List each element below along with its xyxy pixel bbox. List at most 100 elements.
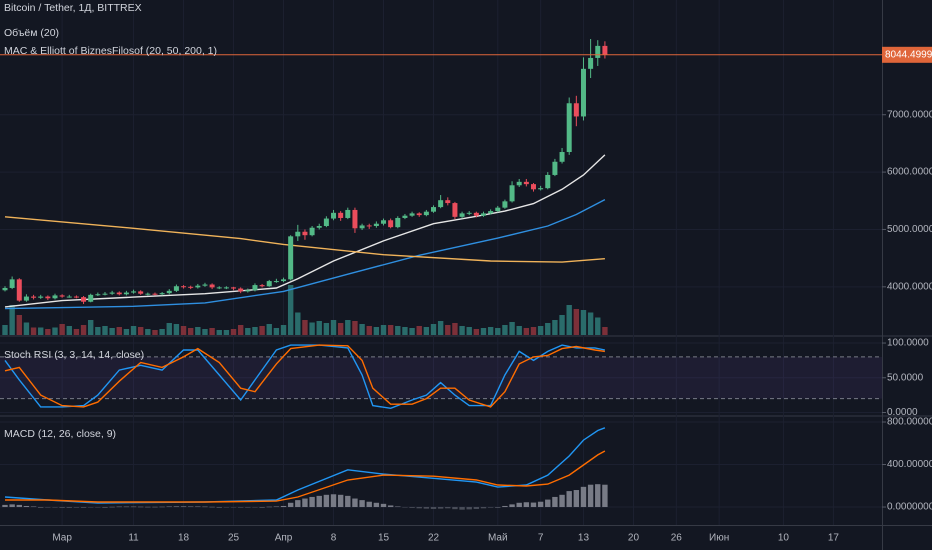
x-tick-label: 11 — [128, 533, 139, 544]
volume-bar — [280, 325, 287, 335]
candle-body — [416, 213, 422, 216]
histogram-bar — [602, 484, 608, 508]
y-tick-label: 5000.0000000 — [887, 224, 932, 235]
volume-bar — [166, 323, 172, 335]
histogram-bar — [30, 506, 37, 508]
candle-body — [159, 293, 165, 295]
volume-bar — [66, 326, 72, 335]
candle-body — [388, 220, 394, 228]
volume-label: Объём (20) — [4, 27, 59, 39]
histogram-bar — [287, 502, 294, 508]
x-tick-label: 22 — [428, 533, 440, 544]
volume-bar — [466, 327, 472, 335]
candle-body — [316, 226, 322, 228]
candle-body — [523, 181, 529, 185]
histogram-bar — [473, 507, 480, 509]
histogram-bar — [409, 507, 415, 508]
histogram-bar — [545, 499, 551, 508]
volume-bar — [530, 327, 537, 335]
candle-body — [366, 225, 372, 227]
x-tick-label: 25 — [228, 533, 240, 544]
volume-bar — [437, 321, 444, 335]
volume-bar — [38, 327, 44, 335]
volume-bar — [152, 330, 158, 335]
candle-body — [9, 279, 15, 288]
candle-body — [409, 213, 415, 216]
histogram-bar — [459, 507, 465, 510]
candle-body — [488, 211, 494, 214]
candle-body — [516, 181, 522, 186]
y-tick-label: 0.0000 — [887, 407, 918, 418]
volume-bar — [2, 325, 8, 335]
histogram-bar — [187, 506, 194, 508]
volume-bar — [180, 326, 187, 335]
candle-body — [138, 291, 144, 294]
volume-bar — [559, 315, 565, 335]
stoch-title: Stoch RSI (3, 3, 14, 14, close) — [4, 349, 144, 361]
candle-body — [102, 293, 108, 295]
volume-bar — [537, 326, 544, 335]
candle-body — [31, 296, 37, 298]
histogram-bar — [559, 494, 565, 508]
x-tick-label: Мар — [52, 533, 72, 544]
histogram-bar — [130, 506, 137, 508]
volume-bar — [95, 327, 101, 335]
last-price-label: 8044.4999998 — [885, 49, 932, 60]
volume-bar — [187, 328, 194, 335]
candle-body — [559, 152, 565, 162]
histogram-bar — [223, 507, 230, 508]
histogram-bar — [345, 495, 351, 508]
volume-bar — [230, 329, 237, 335]
histogram-bar — [530, 502, 537, 508]
histogram-bar — [145, 506, 151, 508]
volume-bar — [266, 324, 272, 335]
volume-bar — [459, 326, 465, 335]
volume-bar — [16, 315, 22, 335]
histogram-bar — [259, 507, 265, 508]
histogram-bar — [452, 507, 458, 510]
line-series — [4, 344, 605, 408]
candle-body — [345, 209, 351, 218]
candle-body — [402, 215, 408, 218]
candle-body — [152, 293, 158, 295]
y-tick-label: 4000.0000000 — [887, 281, 932, 292]
y-tick-label: 800.0000000 — [887, 417, 932, 428]
histogram-bar — [66, 507, 72, 508]
candle-body — [88, 294, 94, 302]
volume-bar — [173, 324, 180, 335]
histogram-bar — [245, 507, 251, 508]
volume-bar — [309, 322, 315, 335]
volume-bar — [109, 328, 115, 335]
y-tick-label: 7000.0000000 — [887, 109, 932, 120]
histogram-bar — [252, 507, 258, 508]
histogram-bar — [280, 505, 287, 508]
x-tick-label: 7 — [538, 533, 544, 544]
histogram-bar — [2, 504, 8, 508]
histogram-bar — [366, 501, 372, 508]
candle-body — [580, 68, 586, 117]
candle-body — [588, 57, 594, 69]
volume-bar — [80, 325, 87, 335]
candle-body — [45, 296, 51, 299]
candle-body — [173, 286, 179, 291]
candle-body — [566, 103, 572, 153]
histogram-bar — [437, 507, 444, 509]
volume-bar — [573, 309, 580, 335]
candle-body — [309, 227, 315, 236]
candle-body — [38, 296, 44, 298]
histogram-bar — [523, 502, 530, 508]
histogram-bar — [59, 507, 65, 508]
candle-body — [509, 185, 515, 202]
candle-body — [431, 207, 437, 212]
candle-body — [288, 236, 294, 280]
histogram-bar — [402, 507, 408, 508]
histogram-bar — [173, 506, 180, 508]
histogram-bar — [209, 506, 215, 508]
volume-bar — [423, 327, 430, 335]
candle-body — [495, 207, 501, 212]
histogram-bar — [166, 506, 172, 508]
candle-body — [423, 211, 429, 216]
candle-body — [573, 103, 579, 117]
x-tick-label: 26 — [671, 533, 683, 544]
candle-body — [359, 225, 365, 229]
